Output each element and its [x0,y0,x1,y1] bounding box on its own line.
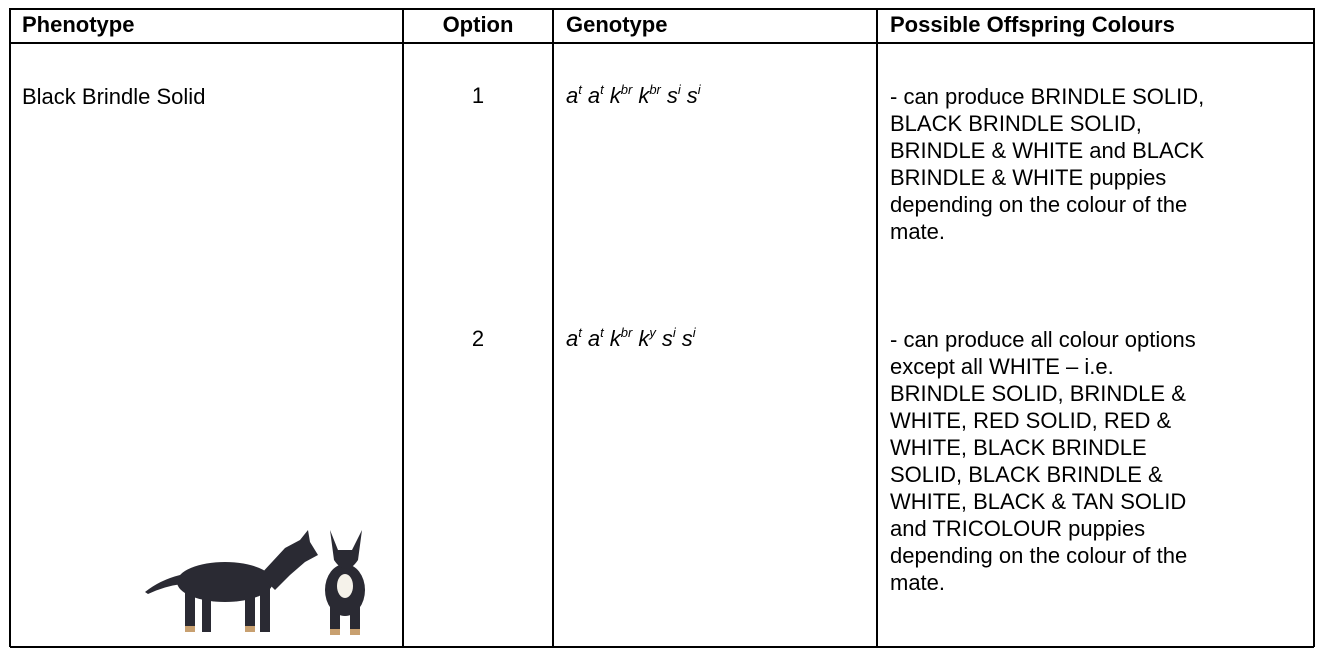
allele-superscript: y [649,325,656,340]
rule [10,8,1314,10]
allele-superscript: t [578,325,582,340]
rule [552,8,554,647]
allele: at [588,83,604,108]
offspring-colours: - can produce all colour options except … [890,327,1196,595]
header-cell: Genotype [566,12,668,37]
allele: at [566,326,582,351]
allele-base: a [566,83,579,108]
allele: si [682,326,696,351]
offspring-colours: - can produce BRINDLE SOLID, BLACK BRIND… [890,84,1205,244]
allele: si [687,83,701,108]
allele-superscript: t [600,325,604,340]
allele-base: a [587,83,601,108]
dog-illustration [145,530,365,635]
allele-superscript: br [620,82,633,97]
option: 1 [471,83,485,108]
genotype: at at kbr kbr si si [566,83,707,109]
option: 2 [471,326,485,351]
allele: at [588,326,604,351]
header-cell: Option [442,12,514,37]
allele-superscript: br [620,325,633,340]
header-cell: Possible Offspring Colours [890,12,1175,37]
allele-base: a [587,326,601,351]
allele-superscript: br [649,82,661,97]
rule [10,646,1314,648]
allele: kbr [638,83,661,108]
genotype: at at kbr ky si si [566,326,702,352]
allele-superscript: i [697,82,701,97]
rule [402,8,404,647]
allele: at [566,83,582,108]
allele: kbr [610,326,633,351]
allele-base: k [638,83,650,108]
rule [9,8,11,647]
rule [876,8,878,647]
rule [10,42,1314,44]
allele-base: s [661,326,673,351]
header-cell: Phenotype [22,12,135,37]
allele-base: s [686,83,698,108]
allele-superscript: i [672,325,676,340]
rule [1313,8,1315,647]
allele: si [662,326,676,351]
allele-base: k [638,326,650,351]
allele-superscript: i [692,325,696,340]
allele-base: k [609,83,621,108]
allele-superscript: t [578,82,582,97]
allele-base: s [666,83,678,108]
allele: kbr [610,83,633,108]
phenotype: Black Brindle Solid [22,84,206,109]
allele: ky [638,326,656,351]
allele-base: k [609,326,621,351]
allele-superscript: i [677,82,681,97]
allele-base: a [566,326,579,351]
allele-base: s [681,326,693,351]
allele-superscript: t [600,82,604,97]
allele: si [667,83,681,108]
